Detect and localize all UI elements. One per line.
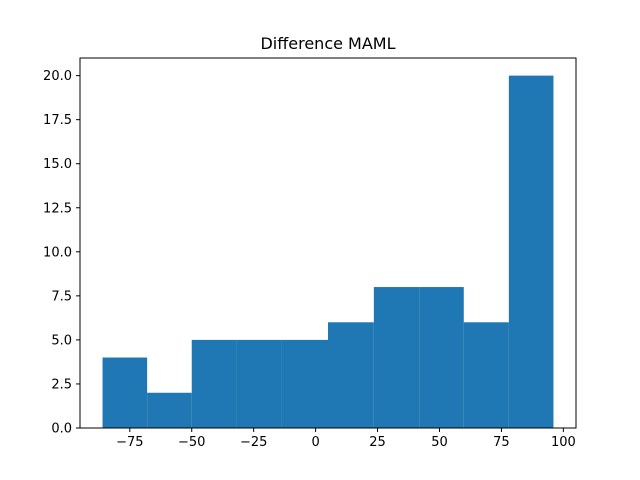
- y-tick-label-0: 0.0: [51, 422, 72, 437]
- x-tick-label-4: 25: [369, 435, 386, 450]
- y-tick-label-2: 5.0: [51, 333, 72, 348]
- x-tick-label-0: −75: [116, 435, 143, 450]
- histogram-bar-2: [191, 339, 237, 428]
- x-tick-label-1: −50: [178, 435, 205, 450]
- y-tick-label-3: 7.5: [51, 289, 72, 304]
- histogram-bar-5: [328, 322, 374, 428]
- y-tick-label-7: 17.5: [43, 113, 72, 128]
- histogram-bar-3: [236, 339, 282, 428]
- y-tick-label-4: 10.0: [43, 245, 72, 260]
- histogram-bar-1: [147, 392, 192, 428]
- histogram-bar-9: [508, 75, 554, 428]
- x-tick-label-2: −25: [240, 435, 267, 450]
- x-tick-label-3: 0: [311, 435, 319, 450]
- y-tick-label-6: 15.0: [43, 157, 72, 172]
- histogram-bar-0: [102, 357, 148, 428]
- bars-group: [102, 75, 554, 428]
- y-axis: 0.0 2.5 5.0 7.5 10.0 12.5 15.0 17.5 20.0: [43, 69, 80, 437]
- histogram-bar-6: [373, 287, 420, 428]
- histogram-bar-4: [281, 339, 328, 428]
- x-tick-label-7: 100: [551, 435, 576, 450]
- x-tick-label-5: 50: [431, 435, 448, 450]
- y-tick-label-8: 20.0: [43, 69, 72, 84]
- x-axis: −75 −50 −25 0 25 50 75 100: [116, 428, 576, 450]
- y-tick-label-1: 2.5: [51, 377, 72, 392]
- histogram-bar-7: [419, 287, 464, 428]
- y-tick-label-5: 12.5: [43, 201, 72, 216]
- chart-title: Difference MAML: [260, 34, 395, 53]
- plot-frame: [79, 57, 577, 429]
- histogram-bar-8: [463, 322, 509, 428]
- x-tick-label-6: 75: [493, 435, 510, 450]
